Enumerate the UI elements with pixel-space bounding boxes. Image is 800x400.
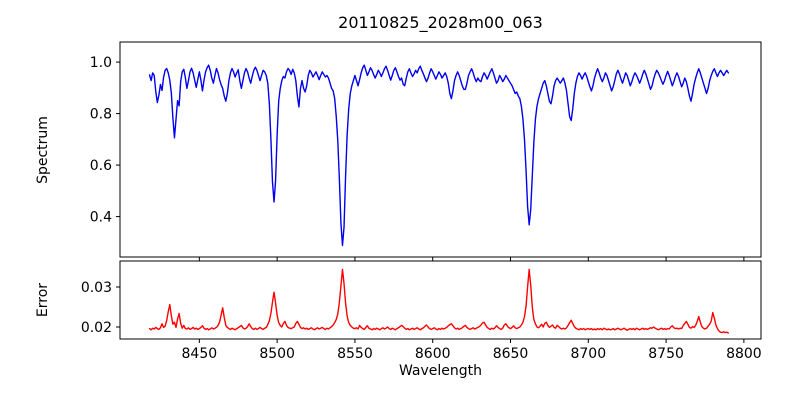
error-y-axis-label: Error (35, 282, 51, 318)
x-tick-label: 8750 (648, 346, 684, 362)
x-axis-label: Wavelength (398, 363, 483, 379)
y-tick-label: 1.0 (90, 55, 112, 71)
y-tick-label: 0.8 (90, 107, 112, 123)
y-tick-label: 0.03 (81, 280, 112, 296)
spectrum-y-axis-label: Spectrum (35, 116, 51, 184)
x-tick-label: 8650 (493, 346, 529, 362)
x-tick-label: 8500 (259, 346, 295, 362)
y-tick-label: 0.4 (90, 210, 112, 226)
x-tick-label: 8550 (337, 346, 373, 362)
spectrum-line (148, 64, 730, 247)
error-line (148, 268, 730, 334)
x-tick-label: 8700 (570, 346, 606, 362)
x-tick-label: 8800 (726, 346, 762, 362)
y-tick-label: 0.02 (81, 320, 112, 336)
x-tick-label: 8450 (182, 346, 218, 362)
axes-frame (119, 260, 762, 340)
chart-title: 20110825_2028m00_063 (338, 13, 543, 32)
x-tick-label: 8600 (415, 346, 451, 362)
axes-frame (119, 41, 762, 258)
y-tick-label: 0.6 (90, 158, 112, 174)
